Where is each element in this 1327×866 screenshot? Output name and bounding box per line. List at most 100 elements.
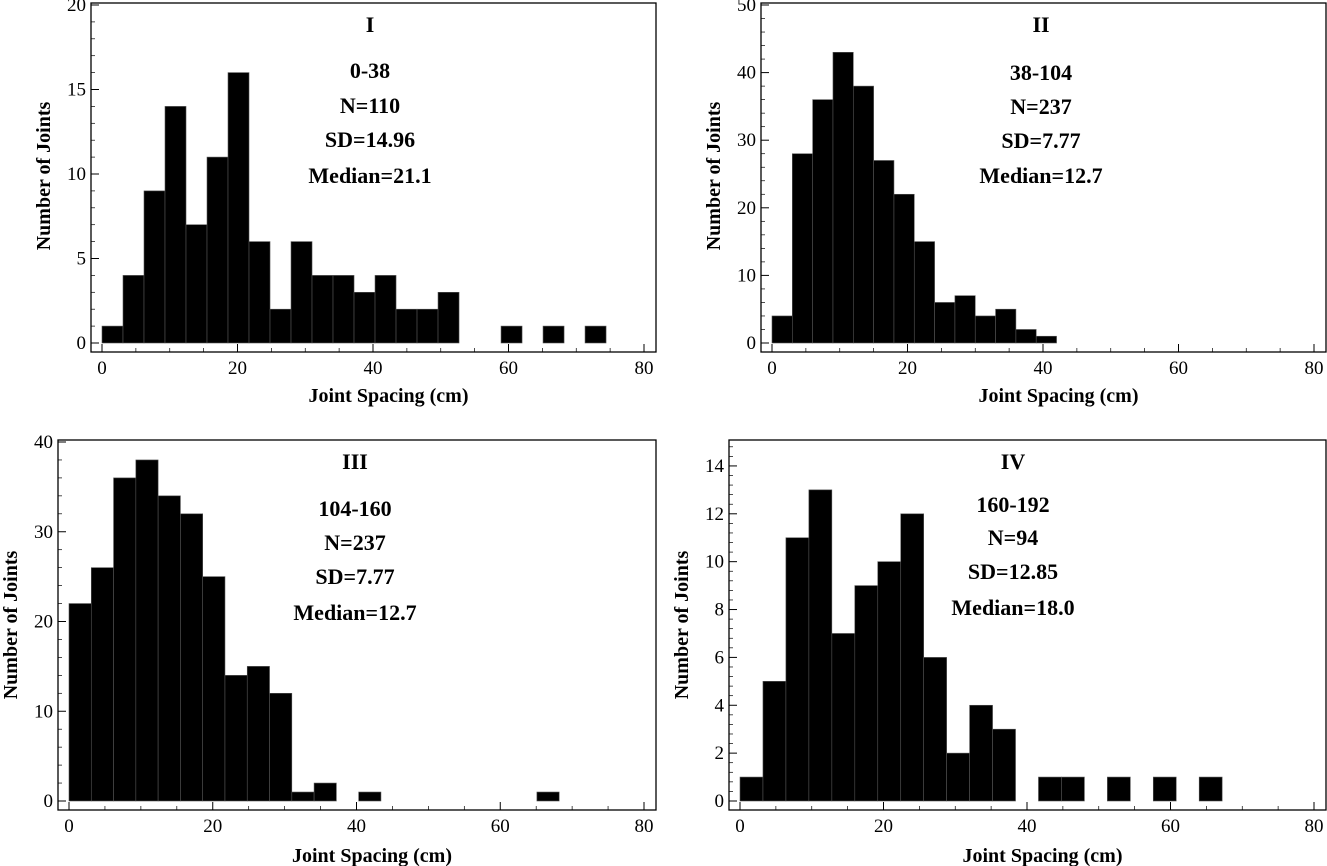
histogram-bar [934, 302, 956, 344]
histogram-bar [923, 657, 947, 802]
x-tick-label: 80 [635, 358, 654, 379]
x-tick-label: 40 [1034, 358, 1053, 379]
x-tick-label: 80 [1305, 358, 1324, 379]
y-tick-label: 10 [737, 265, 756, 286]
x-tick-label: 20 [203, 816, 222, 837]
histogram-bar [1198, 776, 1223, 802]
x-axis-label: Joint Spacing (cm) [979, 385, 1139, 407]
y-tick-label: 10 [67, 164, 86, 185]
y-tick-label: 20 [737, 198, 756, 219]
histogram-bar [1035, 335, 1057, 344]
x-tick-label: 0 [64, 816, 74, 837]
histogram-bar [248, 241, 271, 344]
panel-2: 0 20 40 60 80 0 10 20 30 40 50 Joint Spacing (cm) Nu… [703, 0, 1327, 407]
stat-annotation: 0-38 [350, 58, 390, 83]
histogram-bar [122, 275, 145, 344]
histogram-bar [185, 224, 208, 344]
x-axis-label: Joint Spacing (cm) [963, 845, 1123, 866]
histogram-bar [1107, 776, 1131, 802]
histogram-bar [873, 160, 895, 344]
y-tick-label: 40 [34, 432, 53, 453]
histogram-bar [954, 295, 976, 344]
histogram-bar [113, 477, 137, 802]
y-tick-label: 2 [715, 743, 725, 764]
histogram-bar [224, 675, 248, 802]
histogram-bar [974, 315, 996, 344]
x-tick-label: 20 [874, 816, 893, 837]
stat-annotation: SD=7.77 [315, 564, 394, 589]
histogram-bar [913, 241, 935, 344]
y-tick-label: 30 [737, 130, 756, 151]
histogram-bar [313, 782, 337, 802]
stat-annotation: SD=7.77 [1001, 128, 1080, 153]
x-tick-label: 40 [1018, 816, 1037, 837]
histogram-bar [832, 52, 854, 344]
y-axis-label: Number of Joints [703, 102, 725, 251]
stat-annotation: 104-160 [318, 496, 391, 521]
histogram-bar [164, 106, 187, 344]
stat-annotation: Median=12.7 [979, 163, 1102, 188]
histogram-bar [437, 291, 460, 344]
panel-label: IV [1001, 449, 1026, 474]
y-tick-label: 0 [715, 791, 725, 812]
y-tick-label: 15 [67, 80, 86, 101]
y-tick-label: 12 [705, 504, 724, 525]
x-axis-label: Joint Spacing (cm) [309, 385, 469, 407]
histogram-bar [536, 791, 560, 802]
y-tick-label: 5 [77, 249, 87, 270]
y-tick-label: 10 [705, 552, 724, 573]
histogram-bar [291, 791, 315, 802]
histogram-bar [246, 666, 270, 802]
x-tick-label: 20 [228, 358, 247, 379]
stat-annotation: 38-104 [1010, 60, 1072, 85]
histogram-bar [353, 291, 376, 344]
y-tick-label: 0 [44, 791, 54, 812]
histogram-bar [269, 308, 292, 344]
histogram-bar [68, 603, 92, 802]
histogram-bar [762, 681, 787, 802]
stat-annotation: 160-192 [976, 492, 1049, 517]
histogram-bar [893, 193, 915, 344]
y-tick-label: 40 [737, 63, 756, 84]
x-axis-label: Joint Spacing (cm) [292, 845, 452, 866]
histogram-bar [992, 728, 1016, 802]
histogram-bar [332, 275, 355, 344]
x-tick-label: 0 [735, 816, 745, 837]
y-tick-label: 50 [737, 0, 756, 16]
histogram-bar [542, 325, 565, 344]
stat-annotation: N=94 [988, 525, 1038, 550]
y-axis-label: Number of Joints [671, 551, 693, 700]
histogram-bar [358, 791, 382, 802]
stat-annotation: SD=14.96 [325, 127, 415, 152]
y-tick-label: 20 [34, 612, 53, 633]
histogram-bar [946, 752, 970, 802]
x-tick-label: 60 [1161, 816, 1180, 837]
y-tick-label: 0 [77, 333, 87, 354]
stat-annotation: Median=21.1 [308, 163, 431, 188]
histogram-bar [206, 156, 229, 344]
histogram-bar [852, 85, 874, 344]
y-tick-label: 30 [34, 522, 53, 543]
panel-label: I [366, 12, 375, 37]
histogram-bar [1038, 776, 1062, 802]
histogram-bar [374, 275, 397, 344]
x-tick-label: 40 [347, 816, 366, 837]
histogram-bar [854, 585, 879, 802]
histogram-bar [290, 241, 313, 344]
histogram-bar [995, 308, 1017, 344]
stat-annotation: N=237 [1010, 94, 1071, 119]
histogram-bar [584, 325, 607, 344]
histogram-bar [812, 99, 834, 344]
panel-3: 0 20 40 60 80 0 10 20 30 40 Joint Spacing (cm) Numb… [0, 432, 657, 866]
panel-label: III [342, 449, 368, 474]
y-tick-label: 0 [747, 333, 757, 354]
histogram-bar [311, 275, 334, 344]
stat-annotation: Median=12.7 [293, 600, 416, 625]
histogram-bar [227, 72, 250, 344]
histogram-bar [739, 776, 764, 802]
histogram-bar [785, 537, 810, 802]
histogram-bar [90, 567, 114, 802]
y-tick-label: 20 [67, 0, 86, 16]
histogram-bar [1152, 776, 1177, 802]
stat-annotation: N=110 [340, 93, 400, 118]
